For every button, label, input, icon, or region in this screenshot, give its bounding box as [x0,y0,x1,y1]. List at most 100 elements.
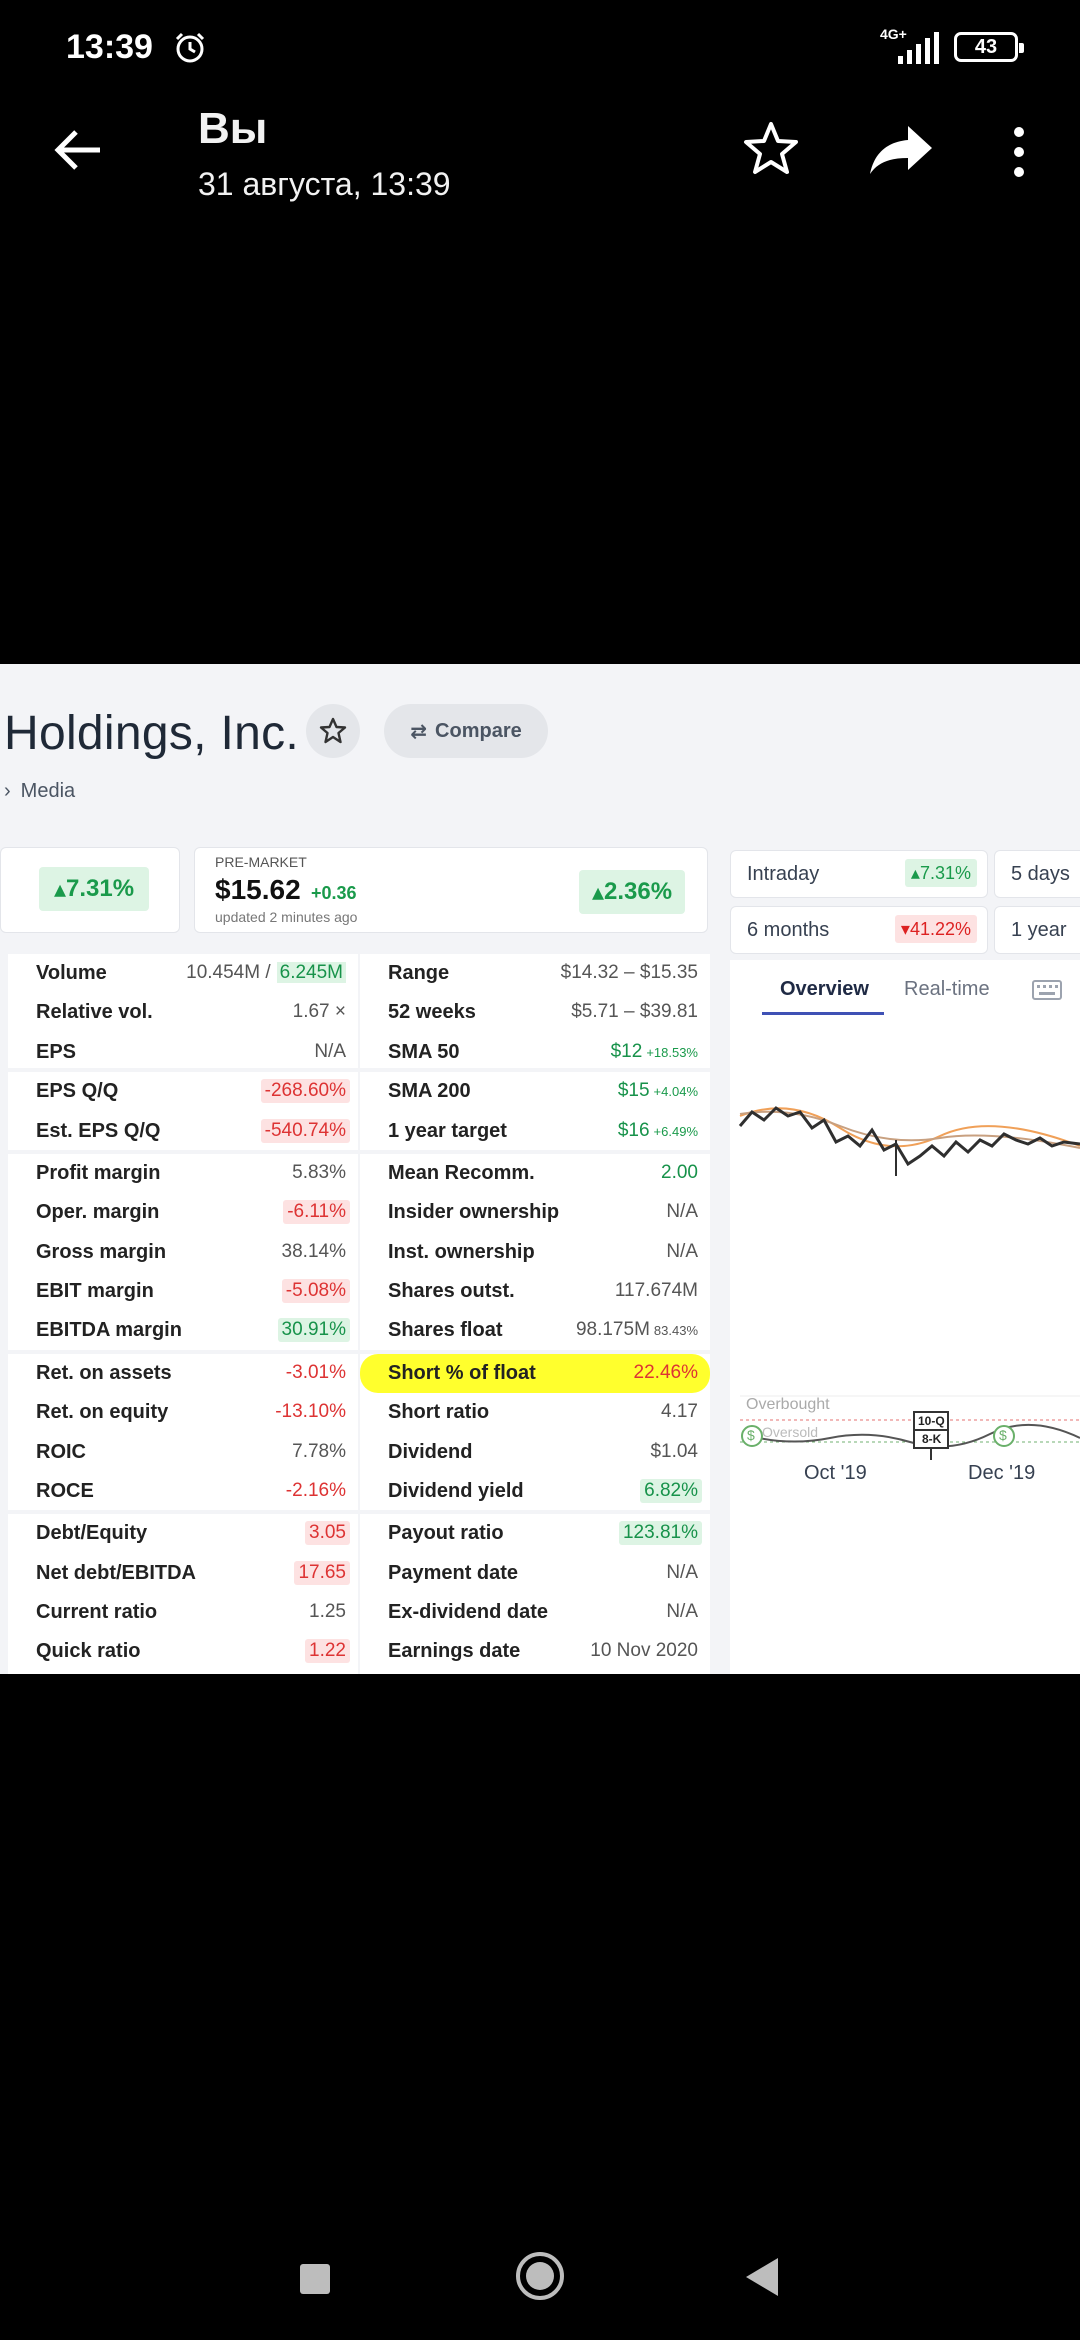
stat-row: Net debt/EBITDA 17.65 [8,1554,358,1593]
price-chart-svg [738,1106,1080,1460]
stat-value: $12 +18.53% [607,1040,702,1064]
company-name: Holdings, Inc. [4,707,300,760]
trading-stats-table: Range $14.32 – $15.35 52 weeks $5.71 – $39.… [360,954,710,1674]
stat-label: Oper. margin [36,1201,160,1223]
stat-value-text: 38.14% [281,1241,346,1262]
stat-label: Mean Recomm. [388,1162,535,1184]
stat-value-text: $15 [617,1080,650,1101]
stat-row: EBITDA margin 30.91% [8,1311,358,1350]
highlighted-stat-row: Short % of float 22.46% [360,1354,710,1393]
stat-value-text: 10 Nov 2020 [590,1640,698,1661]
stat-row: Quick ratio 1.22 [8,1632,358,1671]
stat-value: 123.81% [618,1521,702,1545]
period-5days: 5 days [994,850,1080,898]
stat-value-text: -13.10% [275,1401,346,1422]
chevron-right-icon: › [4,780,11,802]
recent-apps-button[interactable] [300,2264,330,2294]
compare-label: Compare [435,719,522,742]
stat-value-text: $12 [610,1041,643,1062]
stat-value-text: 7.78% [292,1441,346,1462]
timestamp: 31 августа, 13:39 [198,166,451,202]
stat-value-text: -5.08% [285,1280,346,1301]
premarket-change-badge: ▴ 2.36% [579,870,685,914]
star-icon[interactable] [742,120,800,178]
stat-value-text: 117.674M [614,1280,698,1301]
stat-value-text: 30.91% [281,1319,346,1340]
stat-value-sub: 83.43% [653,1323,698,1338]
premarket-change-value: 2.36% [603,878,673,905]
stat-label: ROIC [36,1441,86,1463]
stat-value: $1.04 [646,1440,702,1464]
stat-label: Earnings date [388,1640,521,1662]
favorite-button [306,704,360,758]
nav-back-icon[interactable] [744,2256,780,2298]
stat-value-text: -540.74% [264,1120,346,1141]
group-separator [8,1350,358,1354]
stat-row: Debt/Equity 3.05 [8,1514,358,1553]
stat-row: Ret. on assets -3.01% [8,1354,358,1393]
stat-value: 22.46% [630,1361,702,1385]
back-arrow-icon[interactable] [50,122,106,178]
share-icon[interactable] [868,124,934,176]
period-intraday: Intraday ▴ 7.31% [730,850,988,898]
group-separator [360,1510,710,1514]
stat-label: EPS Q/Q [36,1080,119,1102]
premarket-updated: updated 2 minutes ago [215,909,358,925]
stat-value-text: N/A [666,1601,698,1622]
stat-label: Net debt/EBITDA [36,1562,196,1584]
stat-value: 98.175M 83.43% [572,1318,702,1342]
more-options-icon[interactable] [1008,124,1030,180]
stat-row: Payment date N/A [360,1554,710,1593]
day-change-card: ▴ 7.31% [0,847,180,933]
stat-row: Est. EPS Q/Q -540.74% [8,1112,358,1151]
stat-label: Range [388,962,450,984]
stat-label: EBIT margin [36,1280,154,1302]
stat-row: Shares float 98.175M 83.43% [360,1311,710,1350]
stat-value-text: N/A [314,1041,346,1062]
stat-label: Short ratio [388,1401,490,1423]
premarket-price: $15.62 [215,874,301,905]
signal-icon [898,32,939,64]
stat-value: 10 Nov 2020 [586,1639,702,1663]
sector-breadcrumb: › Media [4,780,75,803]
price-chart: Overbought Oversold $ $ 10-Q 8-K Oct '19… [730,1016,1080,1674]
stat-value: $15 +4.04% [614,1079,702,1103]
stat-row: Inst. ownership N/A [360,1233,710,1272]
compare-arrows-icon: ⇄ [410,720,428,743]
sector-label: Media [20,780,76,802]
stat-row: Range $14.32 – $15.35 [360,954,710,993]
stat-label: EPS [36,1041,77,1063]
stat-value-text: 10.454M / [186,962,271,983]
stat-value-sub: +4.04% [653,1084,698,1099]
stat-row: Oper. margin -6.11% [8,1193,358,1232]
x-axis-label: Dec '19 [968,1462,1036,1484]
stat-label: Inst. ownership [388,1241,535,1263]
stat-value: 38.14% [278,1240,350,1264]
group-separator [8,1150,358,1154]
period-6months: 6 months ▾ 41.22% [730,906,988,954]
stat-value-text: 1.22 [309,1640,346,1661]
stat-label: SMA 200 [388,1080,471,1102]
stat-label: ROCE [36,1480,94,1502]
stat-label: Dividend [388,1441,473,1463]
dividend-marker: $ [747,1427,755,1443]
oversold-label: Oversold [762,1424,819,1440]
compare-button: ⇄ Compare [384,704,548,758]
group-separator [360,1068,710,1072]
network-type: 4G+ [880,26,907,42]
stat-value: N/A [310,1040,350,1064]
stat-value: -2.16% [282,1479,350,1503]
stat-row: SMA 200 $15 +4.04% [360,1072,710,1111]
stat-label: Est. EPS Q/Q [36,1120,161,1142]
home-button-icon[interactable] [514,2250,566,2302]
stat-value: 117.674M [611,1279,702,1303]
stat-value-text: 98.175M [575,1319,650,1340]
stat-row: Profit margin 5.83% [8,1154,358,1193]
stat-row: Volume 10.454M /6.245M [8,954,358,993]
stat-value: -6.11% [283,1200,350,1224]
stat-label: Ex-dividend date [388,1601,549,1623]
stock-screenshot-image[interactable]: Holdings, Inc. ⇄ Compare › Media ▴ 7.31% P… [0,664,1080,1674]
stat-value: 30.91% [277,1318,350,1342]
stat-value-text: 123.81% [622,1522,698,1543]
stat-value-text: $1.04 [650,1441,698,1462]
